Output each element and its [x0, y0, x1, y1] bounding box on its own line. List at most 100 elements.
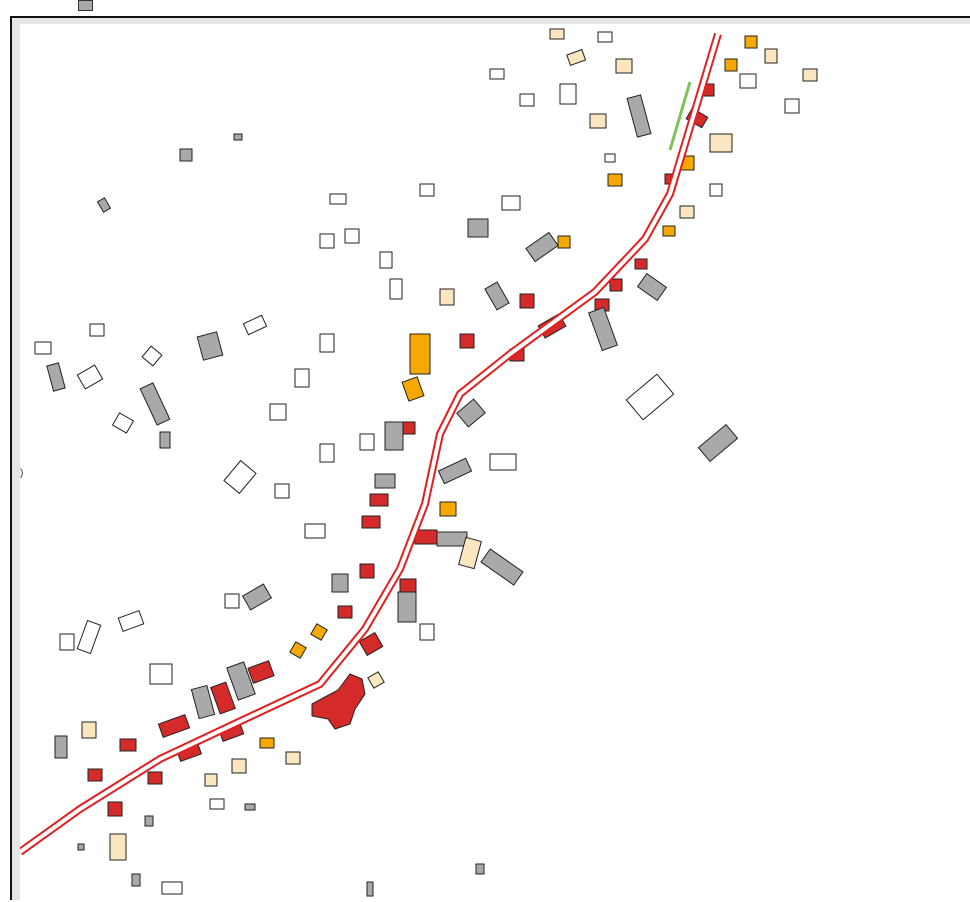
- building[interactable]: [402, 421, 416, 435]
- building[interactable]: [141, 345, 163, 367]
- building[interactable]: [744, 35, 758, 49]
- building[interactable]: [419, 623, 435, 641]
- building[interactable]: [157, 713, 191, 739]
- building[interactable]: [196, 331, 224, 361]
- building[interactable]: [439, 501, 457, 517]
- building[interactable]: [359, 563, 375, 579]
- main-road[interactable]: [20, 32, 722, 856]
- building[interactable]: [361, 515, 381, 529]
- building[interactable]: [337, 605, 353, 619]
- building[interactable]: [636, 272, 668, 302]
- building[interactable]: [557, 235, 571, 249]
- building[interactable]: [247, 660, 275, 684]
- building[interactable]: [233, 133, 243, 141]
- building[interactable]: [210, 681, 236, 715]
- building[interactable]: [679, 205, 695, 219]
- building[interactable]: [436, 531, 468, 547]
- building[interactable]: [419, 183, 435, 197]
- building[interactable]: [119, 738, 137, 752]
- building[interactable]: [439, 288, 455, 306]
- building[interactable]: [384, 421, 404, 451]
- building[interactable]: [626, 94, 652, 138]
- building[interactable]: [369, 493, 389, 507]
- building[interactable]: [489, 453, 517, 471]
- building[interactable]: [525, 231, 559, 263]
- church-building[interactable]: [311, 673, 366, 730]
- building[interactable]: [367, 671, 385, 689]
- building[interactable]: [366, 881, 374, 897]
- building[interactable]: [724, 58, 738, 72]
- building[interactable]: [397, 591, 417, 623]
- building[interactable]: [96, 197, 112, 213]
- map-svg[interactable]: ): [20, 24, 970, 902]
- building[interactable]: [76, 364, 104, 390]
- building[interactable]: [519, 293, 535, 309]
- building[interactable]: [501, 195, 521, 211]
- building[interactable]: [109, 833, 127, 861]
- building[interactable]: [59, 633, 75, 651]
- building[interactable]: [344, 228, 360, 244]
- building[interactable]: [359, 433, 375, 451]
- building[interactable]: [241, 583, 273, 611]
- building[interactable]: [144, 815, 154, 827]
- building[interactable]: [231, 758, 247, 774]
- building[interactable]: [709, 183, 723, 197]
- building[interactable]: [374, 473, 396, 489]
- footpath[interactable]: [668, 81, 692, 151]
- building[interactable]: [609, 278, 623, 292]
- building[interactable]: [802, 68, 818, 82]
- building[interactable]: [224, 593, 240, 609]
- map-canvas[interactable]: ): [20, 24, 970, 902]
- building[interactable]: [389, 278, 403, 300]
- building[interactable]: [764, 48, 778, 64]
- building[interactable]: [709, 133, 733, 153]
- building[interactable]: [77, 843, 85, 851]
- building[interactable]: [34, 341, 52, 355]
- building[interactable]: [139, 382, 171, 426]
- building[interactable]: [604, 153, 616, 163]
- building[interactable]: [147, 771, 163, 785]
- building[interactable]: [456, 398, 486, 428]
- building[interactable]: [459, 333, 475, 349]
- building[interactable]: [46, 362, 66, 392]
- building[interactable]: [259, 737, 275, 749]
- building[interactable]: [161, 881, 183, 895]
- building[interactable]: [76, 619, 102, 655]
- building[interactable]: [566, 48, 587, 67]
- building[interactable]: [107, 801, 123, 817]
- building[interactable]: [331, 573, 349, 593]
- building[interactable]: [294, 368, 310, 388]
- building[interactable]: [304, 523, 326, 539]
- building[interactable]: [159, 431, 171, 449]
- building[interactable]: [226, 661, 256, 701]
- building[interactable]: [597, 31, 613, 43]
- building[interactable]: [274, 483, 290, 499]
- building[interactable]: [358, 631, 384, 657]
- building[interactable]: [399, 578, 417, 594]
- building[interactable]: [89, 323, 105, 337]
- building[interactable]: [739, 73, 757, 89]
- building[interactable]: [131, 873, 141, 887]
- building[interactable]: [149, 663, 173, 685]
- building[interactable]: [54, 735, 68, 759]
- building[interactable]: [223, 459, 257, 495]
- building[interactable]: [87, 768, 103, 782]
- building[interactable]: [319, 233, 335, 249]
- building[interactable]: [204, 773, 218, 787]
- building[interactable]: [190, 684, 216, 720]
- building[interactable]: [467, 218, 489, 238]
- building[interactable]: [607, 173, 623, 187]
- building[interactable]: [285, 751, 301, 765]
- building[interactable]: [625, 373, 675, 421]
- building[interactable]: [81, 721, 97, 739]
- building[interactable]: [437, 457, 473, 485]
- building[interactable]: [697, 423, 739, 463]
- building[interactable]: [209, 798, 225, 810]
- building[interactable]: [242, 314, 268, 336]
- building[interactable]: [409, 333, 431, 375]
- building[interactable]: [319, 443, 335, 463]
- building[interactable]: [615, 58, 633, 74]
- building[interactable]: [117, 610, 145, 632]
- building[interactable]: [634, 258, 648, 270]
- building[interactable]: [329, 193, 347, 205]
